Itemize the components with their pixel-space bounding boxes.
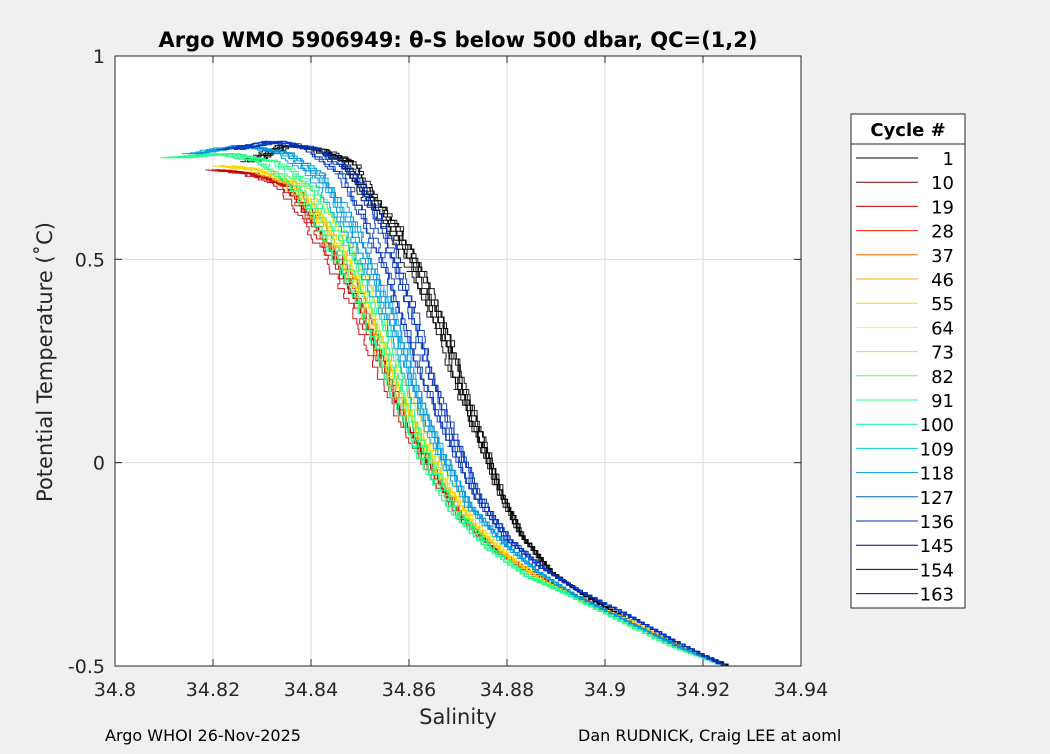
profile-trace: [181, 145, 722, 666]
profile-trace: [240, 145, 726, 666]
profile-group: [216, 140, 725, 666]
x-tick-label: 34.86: [382, 679, 436, 701]
y-tick-label: 0: [93, 453, 105, 475]
profiles: [159, 140, 729, 666]
legend-label: 109: [920, 439, 954, 460]
legend-label: 46: [931, 270, 954, 291]
legend-label: 82: [931, 367, 954, 388]
legend-label: 37: [931, 246, 954, 267]
y-tick-label: 1: [93, 46, 105, 68]
legend-label: 64: [931, 318, 954, 339]
y-tick-labels: -0.5 0 0.5 1: [68, 46, 105, 678]
legend-label: 55: [931, 294, 954, 315]
profile-trace: [175, 153, 724, 666]
profile-group: [159, 153, 726, 666]
x-tick-label: 34.82: [186, 679, 240, 701]
profile-trace: [254, 145, 728, 666]
x-tick-label: 34.92: [676, 679, 730, 701]
legend-title: Cycle #: [870, 120, 945, 141]
legend-label: 136: [920, 512, 954, 533]
legend-label: 1: [943, 149, 954, 170]
legend-label: 10: [931, 173, 954, 194]
profile-trace: [164, 153, 722, 666]
x-tick-label: 34.9: [584, 679, 626, 701]
footer-right: Dan RUDNICK, Craig LEE at aoml: [578, 726, 841, 745]
profile-group: [181, 145, 726, 666]
y-tick-label: 0.5: [75, 249, 105, 271]
chart-title: Argo WMO 5906949: θ-S below 500 dbar, QC…: [159, 28, 758, 52]
legend-label: 28: [931, 222, 954, 243]
x-axis-label: Salinity: [419, 705, 497, 729]
legend-label: 127: [920, 488, 954, 509]
profile-trace: [233, 140, 724, 666]
x-tick-label: 34.88: [480, 679, 534, 701]
axes-box: [114, 55, 802, 667]
legend-label: 118: [920, 464, 954, 485]
legend-label: 73: [931, 343, 954, 364]
legend-label: 91: [931, 391, 954, 412]
legend-label: 163: [920, 585, 954, 606]
x-tick-label: 34.84: [284, 679, 338, 701]
legend-label: 19: [931, 197, 954, 218]
profile-trace: [167, 153, 723, 666]
x-tick-labels: 34.8 34.82 34.84 34.86 34.88 34.9 34.92 34.94: [94, 679, 828, 701]
legend-items: 1 10 19 28 37 46 55 64 73 82 91 100 109 118 127 136 145 1…: [856, 149, 954, 606]
ticks: [114, 55, 802, 667]
footer-left: Argo WHOI 26-Nov-2025: [105, 726, 301, 745]
legend: Cycle # 1 10 19 28 37 46 55 64 73 82 91 100 109 118 12…: [850, 113, 966, 609]
legend-label: 145: [920, 536, 954, 557]
y-tick-label: -0.5: [68, 656, 105, 678]
profile-trace: [239, 140, 725, 666]
profile-trace: [196, 145, 725, 666]
y-axis-label: Potential Temperature (˚C): [33, 222, 57, 502]
profile-trace: [187, 145, 724, 666]
legend-label: 154: [920, 560, 954, 581]
legend-box: [850, 113, 966, 609]
legend-label: 100: [920, 415, 954, 436]
profile-group: [240, 145, 729, 666]
x-tick-label: 34.8: [94, 679, 136, 701]
profile-trace: [181, 153, 725, 666]
x-tick-label: 34.94: [774, 679, 828, 701]
